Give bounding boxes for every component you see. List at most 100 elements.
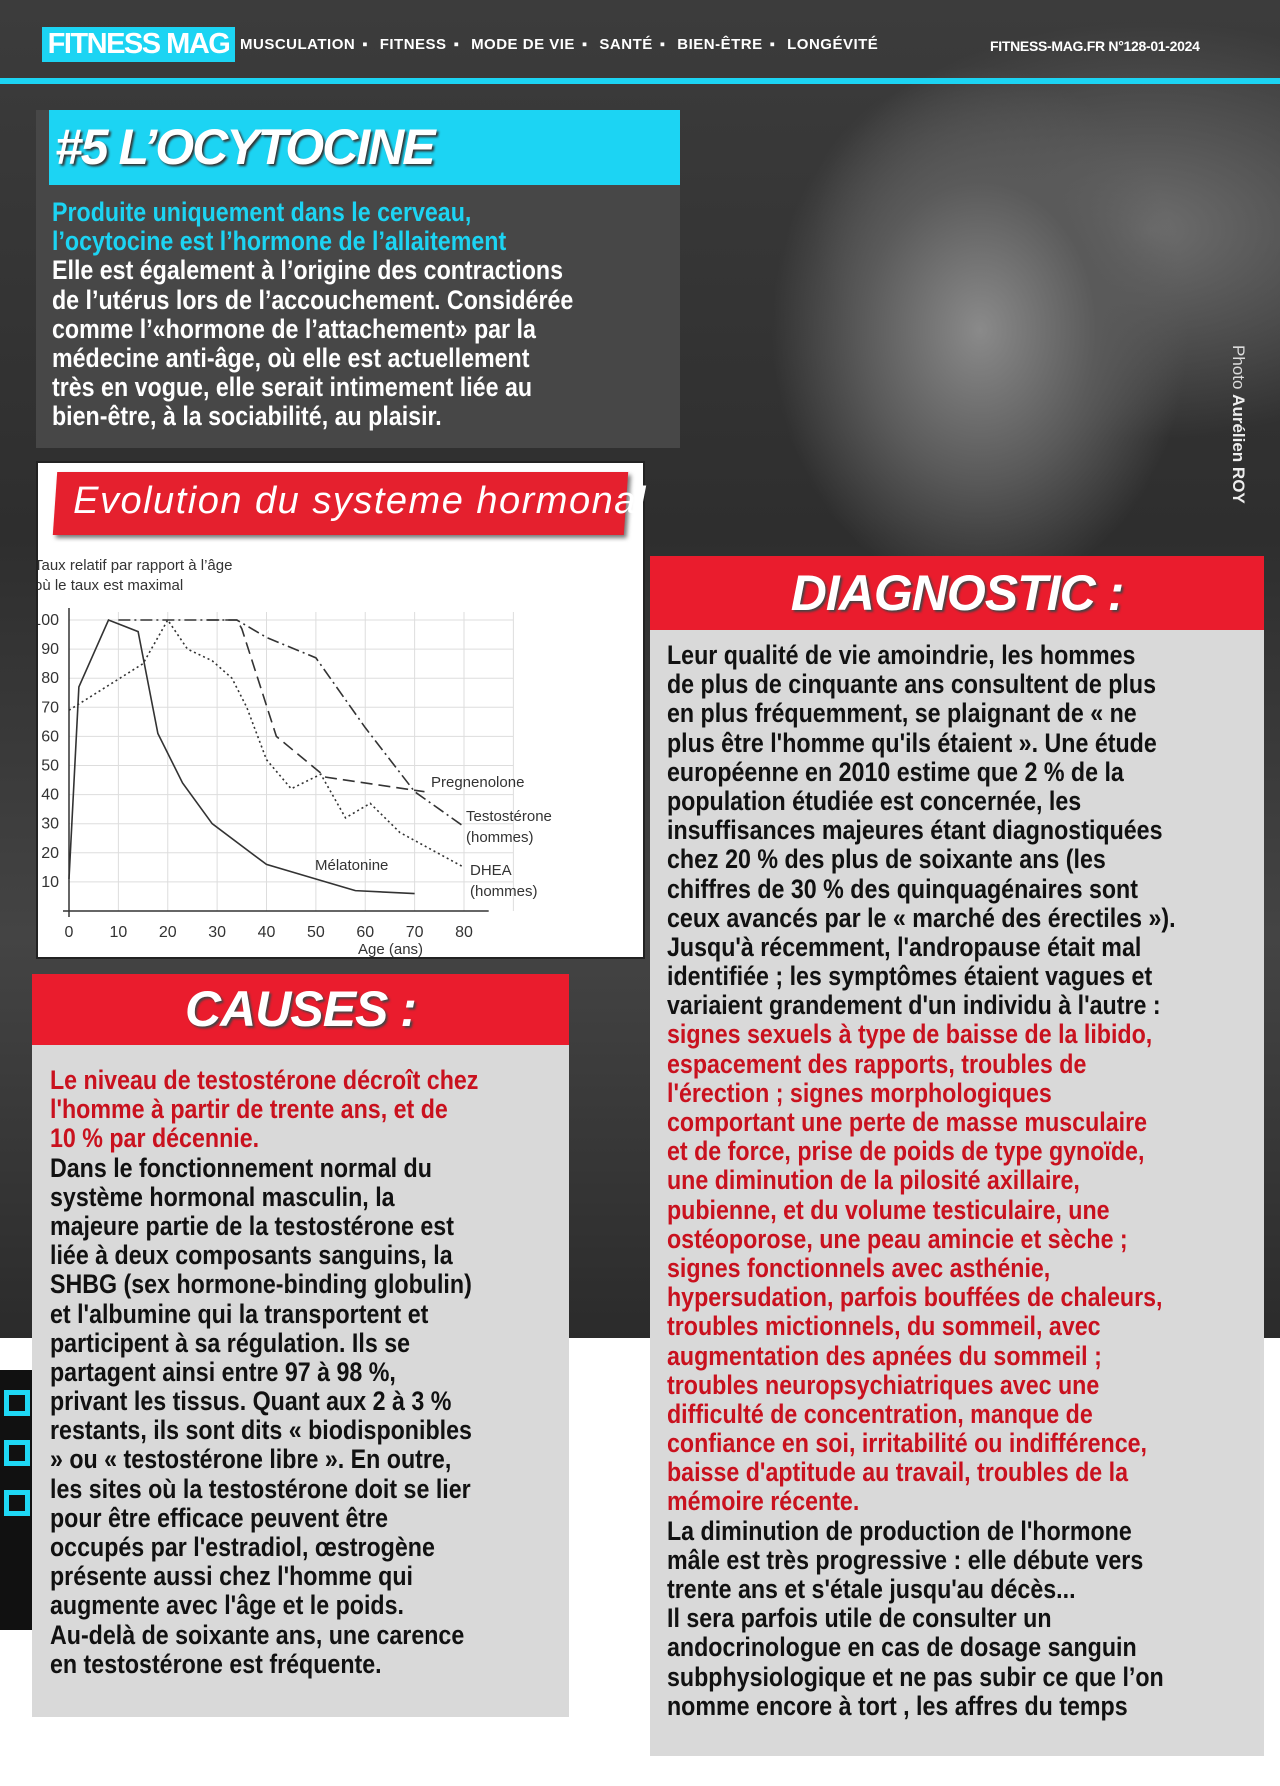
nav-item-musculation[interactable]: MUSCULATION xyxy=(240,36,356,53)
text-line: de l’utérus lors de l’accouchement. Cons… xyxy=(52,284,574,315)
text-line: augmente avec l'âge et le poids. xyxy=(50,1590,404,1621)
text-line: en plus fréquemment, se plaignant de « n… xyxy=(667,698,1137,729)
label-melatonine: Mélatonine xyxy=(315,857,388,874)
y-tick-label: 40 xyxy=(41,787,59,804)
header: FITNESS MAG MUSCULATION ▪ FITNESS ▪ MODE D… xyxy=(0,0,1280,78)
y-axis-title-line1: Taux relatif par rapport à l’âge xyxy=(38,557,232,574)
text-line: partagent ainsi entre 97 à 98 %, xyxy=(50,1356,396,1387)
section-nav: MUSCULATION ▪ FITNESS ▪ MODE DE VIE ▪ SANTÉ… xyxy=(240,36,878,53)
text-line: très en vogue, elle serait intimement li… xyxy=(52,372,533,403)
diagnostic-title: DIAGNOSTIC : xyxy=(650,556,1264,630)
oxytocin-box: #5 L’OCYTOCINE Produite uniquement dans … xyxy=(36,110,680,448)
text-line: Jusqu'à récemment, l'andropause était ma… xyxy=(667,931,1142,962)
chart-svg: Taux relatif par rapport à l’âge où le t… xyxy=(38,557,552,957)
text-line: trente ans et s'étale jusqu'au décès... xyxy=(667,1574,1076,1604)
y-tick-label: 90 xyxy=(41,641,59,658)
x-tick-label: 0 xyxy=(65,924,74,941)
x-tick-label: 70 xyxy=(406,924,424,941)
text-line: pubienne, et du volume testiculaire, une xyxy=(667,1194,1110,1225)
label-testosterone-hommes: (hommes) xyxy=(466,829,534,846)
label-testosterone: Testostérone xyxy=(466,808,552,825)
issue-number: FITNESS-MAG.FR N°128-01-2024 xyxy=(990,38,1200,54)
oxytocin-text: Produite uniquement dans le cerveau, l’oc… xyxy=(52,197,574,432)
text-line: Le niveau de testostérone décroît chez xyxy=(50,1065,479,1095)
nav-item-fitness[interactable]: FITNESS xyxy=(379,36,447,53)
text-line: augmentation des apnées du sommeil ; xyxy=(667,1340,1102,1371)
text-line: » ou « testostérone libre ». En outre, xyxy=(50,1444,452,1475)
text-line: Dans le fonctionnement normal du xyxy=(50,1152,432,1183)
text-line: espacement des rapports, troubles de xyxy=(667,1048,1087,1079)
y-tick-label: 50 xyxy=(41,758,59,775)
text-line: troubles neuropsychiatriques avec une xyxy=(667,1369,1100,1400)
x-tick-label: 60 xyxy=(356,924,374,941)
text-line: Il sera parfois utile de consulter un xyxy=(667,1603,1052,1634)
text-line: restants, ils sont dits « biodisponibles xyxy=(50,1415,472,1446)
header-divider xyxy=(0,78,1280,84)
text-line: comportant une perte de masse musculaire xyxy=(667,1107,1148,1137)
series-line-0 xyxy=(68,618,415,895)
text-line: signes fonctionnels avec asthénie, xyxy=(667,1252,1051,1283)
oxytocin-title: #5 L’OCYTOCINE xyxy=(49,110,680,185)
x-axis-title: Age (ans) xyxy=(358,941,423,957)
separator: ▪ xyxy=(581,36,588,53)
text-line: en testostérone est fréquente. xyxy=(50,1648,382,1679)
text-line: chiffres de 30 % des quinquagénaires son… xyxy=(667,873,1138,904)
text-line: les sites où la testostérone doit se lie… xyxy=(50,1473,471,1504)
credit-name: Aurélien ROY xyxy=(1229,394,1248,504)
text-line: l’ocytocine est l’hormone de l’allaiteme… xyxy=(52,226,507,257)
y-tick-label: 80 xyxy=(41,670,59,687)
x-tick-label: 20 xyxy=(159,924,177,941)
text-line: hypersudation, parfois bouffées de chale… xyxy=(667,1282,1163,1313)
text-line: subphysiologique et ne pas subir ce que … xyxy=(667,1661,1164,1692)
text-line: 10 % par décennie. xyxy=(50,1123,260,1154)
separator: ▪ xyxy=(362,36,369,53)
nav-item-sante[interactable]: SANTÉ xyxy=(599,36,653,53)
text-line: population étudiée est concernée, les xyxy=(667,785,1082,816)
photo-credit: Photo Aurélien ROY xyxy=(1228,345,1248,504)
text-line: La diminution de production de l'hormone xyxy=(667,1515,1132,1546)
text-line: Produite uniquement dans le cerveau, xyxy=(52,197,472,227)
logo[interactable]: FITNESS MAG xyxy=(42,27,235,62)
x-tick-label: 30 xyxy=(208,924,226,941)
text-line: de plus de cinquante ans consultent de p… xyxy=(667,669,1156,700)
nav-item-bien-etre[interactable]: BIEN-ÊTRE xyxy=(677,36,763,53)
text-line: baisse d'aptitude au travail, troubles d… xyxy=(667,1457,1129,1488)
text-line: confiance en soi, irritabilité ou indiff… xyxy=(667,1428,1147,1459)
text-line: et de force, prise de poids de type gyno… xyxy=(667,1136,1145,1167)
text-line: système hormonal masculin, la xyxy=(50,1181,395,1212)
text-line: insuffisances majeures étant diagnostiqu… xyxy=(667,815,1163,846)
text-line: ostéoporose, une peau amincie et sèche ; xyxy=(667,1223,1128,1254)
nav-item-mode-de-vie[interactable]: MODE DE VIE xyxy=(471,36,575,53)
text-line: identifiée ; les symptômes étaient vague… xyxy=(667,961,1153,992)
text-line: ceux avancés par le « marché des érectil… xyxy=(667,902,1176,933)
text-line: bien-être, à la sociabilité, au plaisir. xyxy=(52,401,442,432)
causes-panel: CAUSES : Le niveau de testostérone décro… xyxy=(32,974,569,1717)
text-line: andocrinologue en cas de dosage sanguin xyxy=(667,1632,1137,1663)
text-line: troubles mictionnels, du sommeil, avec xyxy=(667,1311,1101,1342)
separator: ▪ xyxy=(659,36,666,53)
text-line: Elle est également à l’origine des contr… xyxy=(52,255,564,286)
magazine-logo-fragment xyxy=(0,1370,34,1630)
label-pregnenolone: Pregnenolone xyxy=(431,774,524,791)
series-line-1 xyxy=(68,618,465,869)
text-line: privant les tissus. Quant aux 2 à 3 % xyxy=(50,1386,452,1417)
y-tick-label: 30 xyxy=(41,816,59,833)
causes-text: Le niveau de testostérone décroît chez l'… xyxy=(50,1065,479,1679)
y-tick-label: 10 xyxy=(41,874,59,891)
text-line: chez 20 % des plus de soixante ans (les xyxy=(667,844,1106,875)
separator: ▪ xyxy=(769,36,776,53)
x-tick-label: 50 xyxy=(307,924,325,941)
diagnostic-text: Leur qualité de vie amoindrie, les homme… xyxy=(667,640,1176,1721)
text-line: nomme encore à tort , les affres du temp… xyxy=(667,1690,1128,1721)
y-axis-title-line2: où le taux est maximal xyxy=(38,577,183,594)
label-dhea-hommes: (hommes) xyxy=(470,883,538,900)
text-line: difficulté de concentration, manque de xyxy=(667,1398,1093,1429)
y-tick-label: 100 xyxy=(38,612,59,629)
separator: ▪ xyxy=(453,36,460,53)
label-dhea: DHEA xyxy=(470,862,512,879)
x-tick-label: 40 xyxy=(258,924,276,941)
text-line: médecine anti-âge, où elle est actuellem… xyxy=(52,342,530,373)
nav-item-longevite[interactable]: LONGÉVITÉ xyxy=(787,36,879,53)
x-tick-label: 10 xyxy=(109,924,127,941)
text-line: SHBG (sex hormone-binding globulin) xyxy=(50,1269,472,1300)
